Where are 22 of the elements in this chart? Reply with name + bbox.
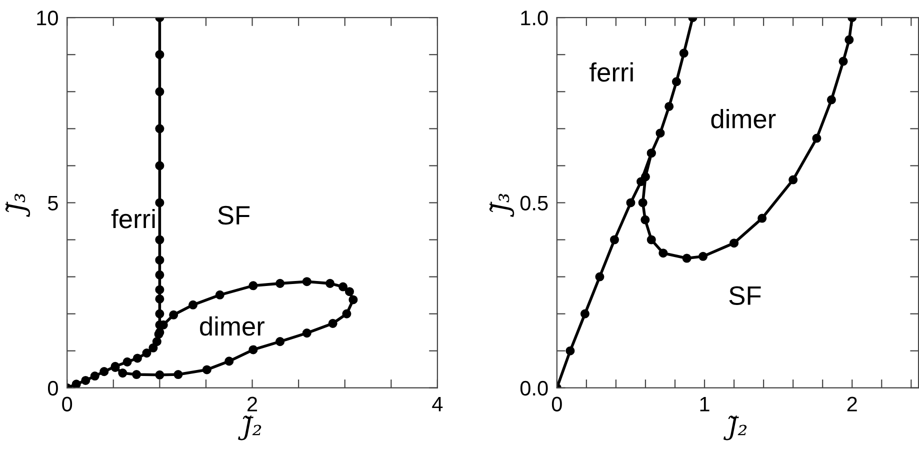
annotation: dimer (711, 108, 776, 128)
y-tick-label: 10 (37, 10, 58, 26)
x-tick-label: 0 (552, 396, 562, 412)
y-tick-label: 1.0 (521, 10, 548, 26)
x-tick-label: 1 (700, 396, 710, 412)
y-axis-title: J̃₃ (489, 194, 514, 217)
y-tick-label: 0 (48, 380, 58, 396)
x-axis-title: J̃₂ (238, 416, 262, 440)
x-tick-label: 2 (248, 396, 258, 412)
y-tick-label: 0.5 (520, 196, 548, 210)
x-tick-label: 2 (847, 396, 857, 412)
annotation: SF (729, 286, 761, 305)
x-axis-title: J̃₂ (724, 416, 747, 440)
annotation: ferri (590, 62, 633, 82)
y-tick-label: 5 (48, 196, 58, 210)
annotation: ferri (111, 208, 155, 228)
y-axis-title: J̃₃ (5, 194, 30, 217)
x-tick-label: 0 (62, 396, 72, 412)
annotation: dimer (200, 316, 264, 336)
annotation: SF (218, 206, 250, 225)
y-tick-label: 0.0 (520, 380, 548, 396)
x-tick-label: 4 (432, 396, 443, 412)
